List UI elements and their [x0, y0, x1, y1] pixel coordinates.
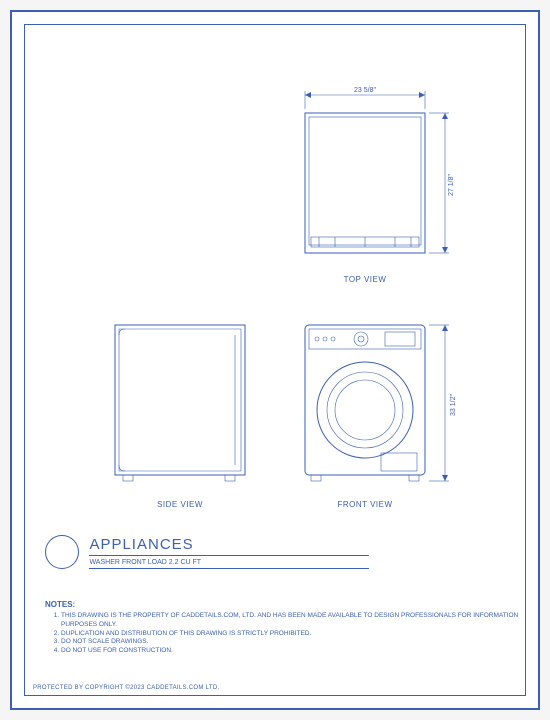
drawing-sheet: 23 5/8" 27 1/8" — [10, 10, 540, 710]
title-block: APPLIANCES WASHER FRONT LOAD 2.2 CU FT — [45, 535, 369, 569]
title-category: APPLIANCES — [89, 536, 369, 556]
side-view-label: SIDE VIEW — [95, 500, 265, 509]
note-item: DO NOT SCALE DRAWINGS. — [61, 638, 525, 647]
notes-block: NOTES: THIS DRAWING IS THE PROPERTY OF C… — [45, 600, 525, 656]
notes-list: THIS DRAWING IS THE PROPERTY OF CADDETAI… — [45, 612, 525, 656]
note-item: THIS DRAWING IS THE PROPERTY OF CADDETAI… — [61, 612, 525, 630]
copyright-footer: PROTECTED BY COPYRIGHT ©2023 CADDETAILS.… — [33, 685, 219, 691]
front-height-dim: 33 1/2" — [450, 394, 457, 416]
side-view: SIDE VIEW — [95, 315, 265, 509]
top-depth-dim: 27 1/8" — [448, 174, 455, 196]
front-view-label: FRONT VIEW — [285, 500, 445, 509]
front-view: 33 1/2" FRONT VIEW — [285, 315, 495, 509]
note-item: DUPLICATION AND DISTRIBUTION OF THIS DRA… — [61, 630, 525, 639]
detail-bubble-icon — [45, 535, 79, 569]
note-item: DO NOT USE FOR CONSTRUCTION. — [61, 647, 525, 656]
top-view: 23 5/8" 27 1/8" — [275, 85, 475, 284]
top-width-dim: 23 5/8" — [354, 87, 376, 94]
title-item: WASHER FRONT LOAD 2.2 CU FT — [89, 559, 369, 569]
top-view-label: TOP VIEW — [275, 275, 455, 284]
notes-heading: NOTES: — [45, 600, 525, 609]
inner-border: 23 5/8" 27 1/8" — [24, 24, 526, 696]
